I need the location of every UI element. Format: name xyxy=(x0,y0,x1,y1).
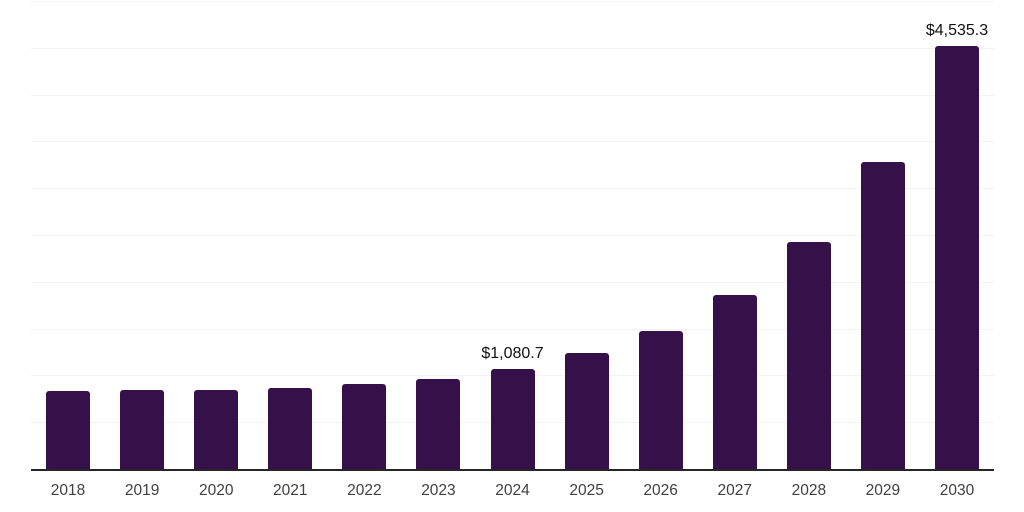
bar-slot xyxy=(179,2,253,470)
bar-slot xyxy=(550,2,624,470)
bar-2023 xyxy=(416,379,461,470)
bar-2027 xyxy=(712,294,757,470)
x-axis-line xyxy=(31,469,994,471)
x-tick-label-2018: 2018 xyxy=(50,482,86,499)
x-tick-label-2030: 2030 xyxy=(939,482,975,499)
bars-row: $1,080.7 $4,535.3 xyxy=(31,2,994,470)
x-tick-label-2025: 2025 xyxy=(569,482,604,499)
bar-2021 xyxy=(268,388,313,470)
gridline xyxy=(31,188,994,190)
bar-2024 xyxy=(490,368,535,470)
bar-2025 xyxy=(564,353,609,470)
gridline xyxy=(31,1,994,2)
gridline xyxy=(31,281,994,283)
bar-2028 xyxy=(786,241,831,470)
x-tick-label-2028: 2028 xyxy=(791,482,827,499)
bar-slot xyxy=(105,2,179,470)
bar-2029 xyxy=(860,162,905,470)
bar-2018 xyxy=(46,391,91,470)
gridline xyxy=(31,235,994,236)
bar-value-label-2030: $4,535.3 xyxy=(925,21,989,39)
bar-slot xyxy=(772,2,846,470)
bar-slot xyxy=(846,2,920,470)
bar-slot xyxy=(253,2,327,470)
bar-slot xyxy=(698,2,772,470)
bar-slot: $4,535.3 xyxy=(920,2,994,470)
bar-slot xyxy=(31,2,105,470)
x-tick-label-2027: 2027 xyxy=(717,482,752,499)
bar-2022 xyxy=(342,384,387,470)
bar-2019 xyxy=(120,389,165,470)
x-tick-label-2024: 2024 xyxy=(495,482,530,499)
gridline xyxy=(31,94,994,96)
bar-slot xyxy=(401,2,475,470)
bar-slot xyxy=(624,2,698,470)
x-axis-labels: 2018 2019 2020 2021 2022 2023 2024 2025 2026 2027… xyxy=(31,480,994,501)
bar-2026 xyxy=(638,330,683,470)
x-tick-label-2022: 2022 xyxy=(347,482,382,499)
x-tick-label-2026: 2026 xyxy=(643,482,678,499)
bar-2020 xyxy=(194,389,239,470)
x-tick-label-2020: 2020 xyxy=(198,482,234,499)
x-tick-label-2029: 2029 xyxy=(865,482,901,499)
plot-area: $1,080.7 $4,535.3 xyxy=(31,1,994,471)
gridline xyxy=(31,47,994,49)
gridline xyxy=(31,141,994,143)
bar-value-label-2024: $1,080.7 xyxy=(481,344,544,362)
bar-slot xyxy=(327,2,401,470)
x-tick-label-2019: 2019 xyxy=(124,482,160,499)
gridline xyxy=(31,328,994,330)
bar-slot: $1,080.7 xyxy=(475,2,549,470)
x-tick-label-2021: 2021 xyxy=(273,482,308,499)
bar-2030 xyxy=(934,45,979,470)
x-tick-label-2023: 2023 xyxy=(421,482,456,499)
